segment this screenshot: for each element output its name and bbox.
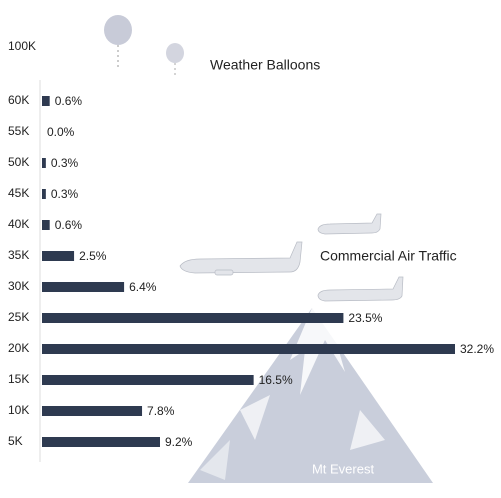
bar [42, 406, 143, 416]
y-tick-label: 45K [8, 186, 29, 200]
value-label: 6.4% [129, 280, 157, 294]
y-tick-label: 25K [8, 310, 29, 324]
y-tick-label: 55K [8, 124, 29, 138]
value-label: 23.5% [348, 311, 382, 325]
value-label: 16.5% [259, 373, 293, 387]
y-tick-label: 60K [8, 93, 29, 107]
y-tick-label: 100K [8, 39, 36, 53]
y-tick-label: 10K [8, 403, 29, 417]
value-label: 0.6% [55, 218, 83, 232]
annotation: Mt Everest [312, 461, 375, 476]
mountain [188, 308, 433, 483]
y-tick-label: 5K [8, 434, 23, 448]
y-tick-label: 30K [8, 279, 29, 293]
bar [42, 313, 344, 323]
plane [179, 213, 404, 302]
bar [42, 158, 46, 168]
value-label: 0.3% [51, 187, 79, 201]
annotation: Commercial Air Traffic [320, 248, 457, 264]
value-label: 2.5% [79, 249, 107, 263]
value-label: 7.8% [147, 404, 175, 418]
bar [42, 220, 50, 230]
bar [42, 437, 160, 447]
value-label: 0.3% [51, 156, 79, 170]
annotation: Weather Balloons [210, 57, 320, 73]
y-tick-label: 50K [8, 155, 29, 169]
bar [42, 375, 254, 385]
value-label: 0.0% [47, 125, 75, 139]
y-tick-label: 20K [8, 341, 29, 355]
value-label: 0.6% [55, 94, 83, 108]
y-tick-label: 15K [8, 372, 29, 386]
bar [42, 189, 46, 199]
bar [42, 344, 455, 354]
balloon [104, 15, 184, 78]
bar [42, 282, 125, 292]
bar [42, 251, 75, 261]
bar [42, 96, 50, 106]
y-tick-label: 35K [8, 248, 29, 262]
y-tick-label: 40K [8, 217, 29, 231]
value-label: 32.2% [460, 342, 494, 356]
value-label: 9.2% [165, 435, 193, 449]
